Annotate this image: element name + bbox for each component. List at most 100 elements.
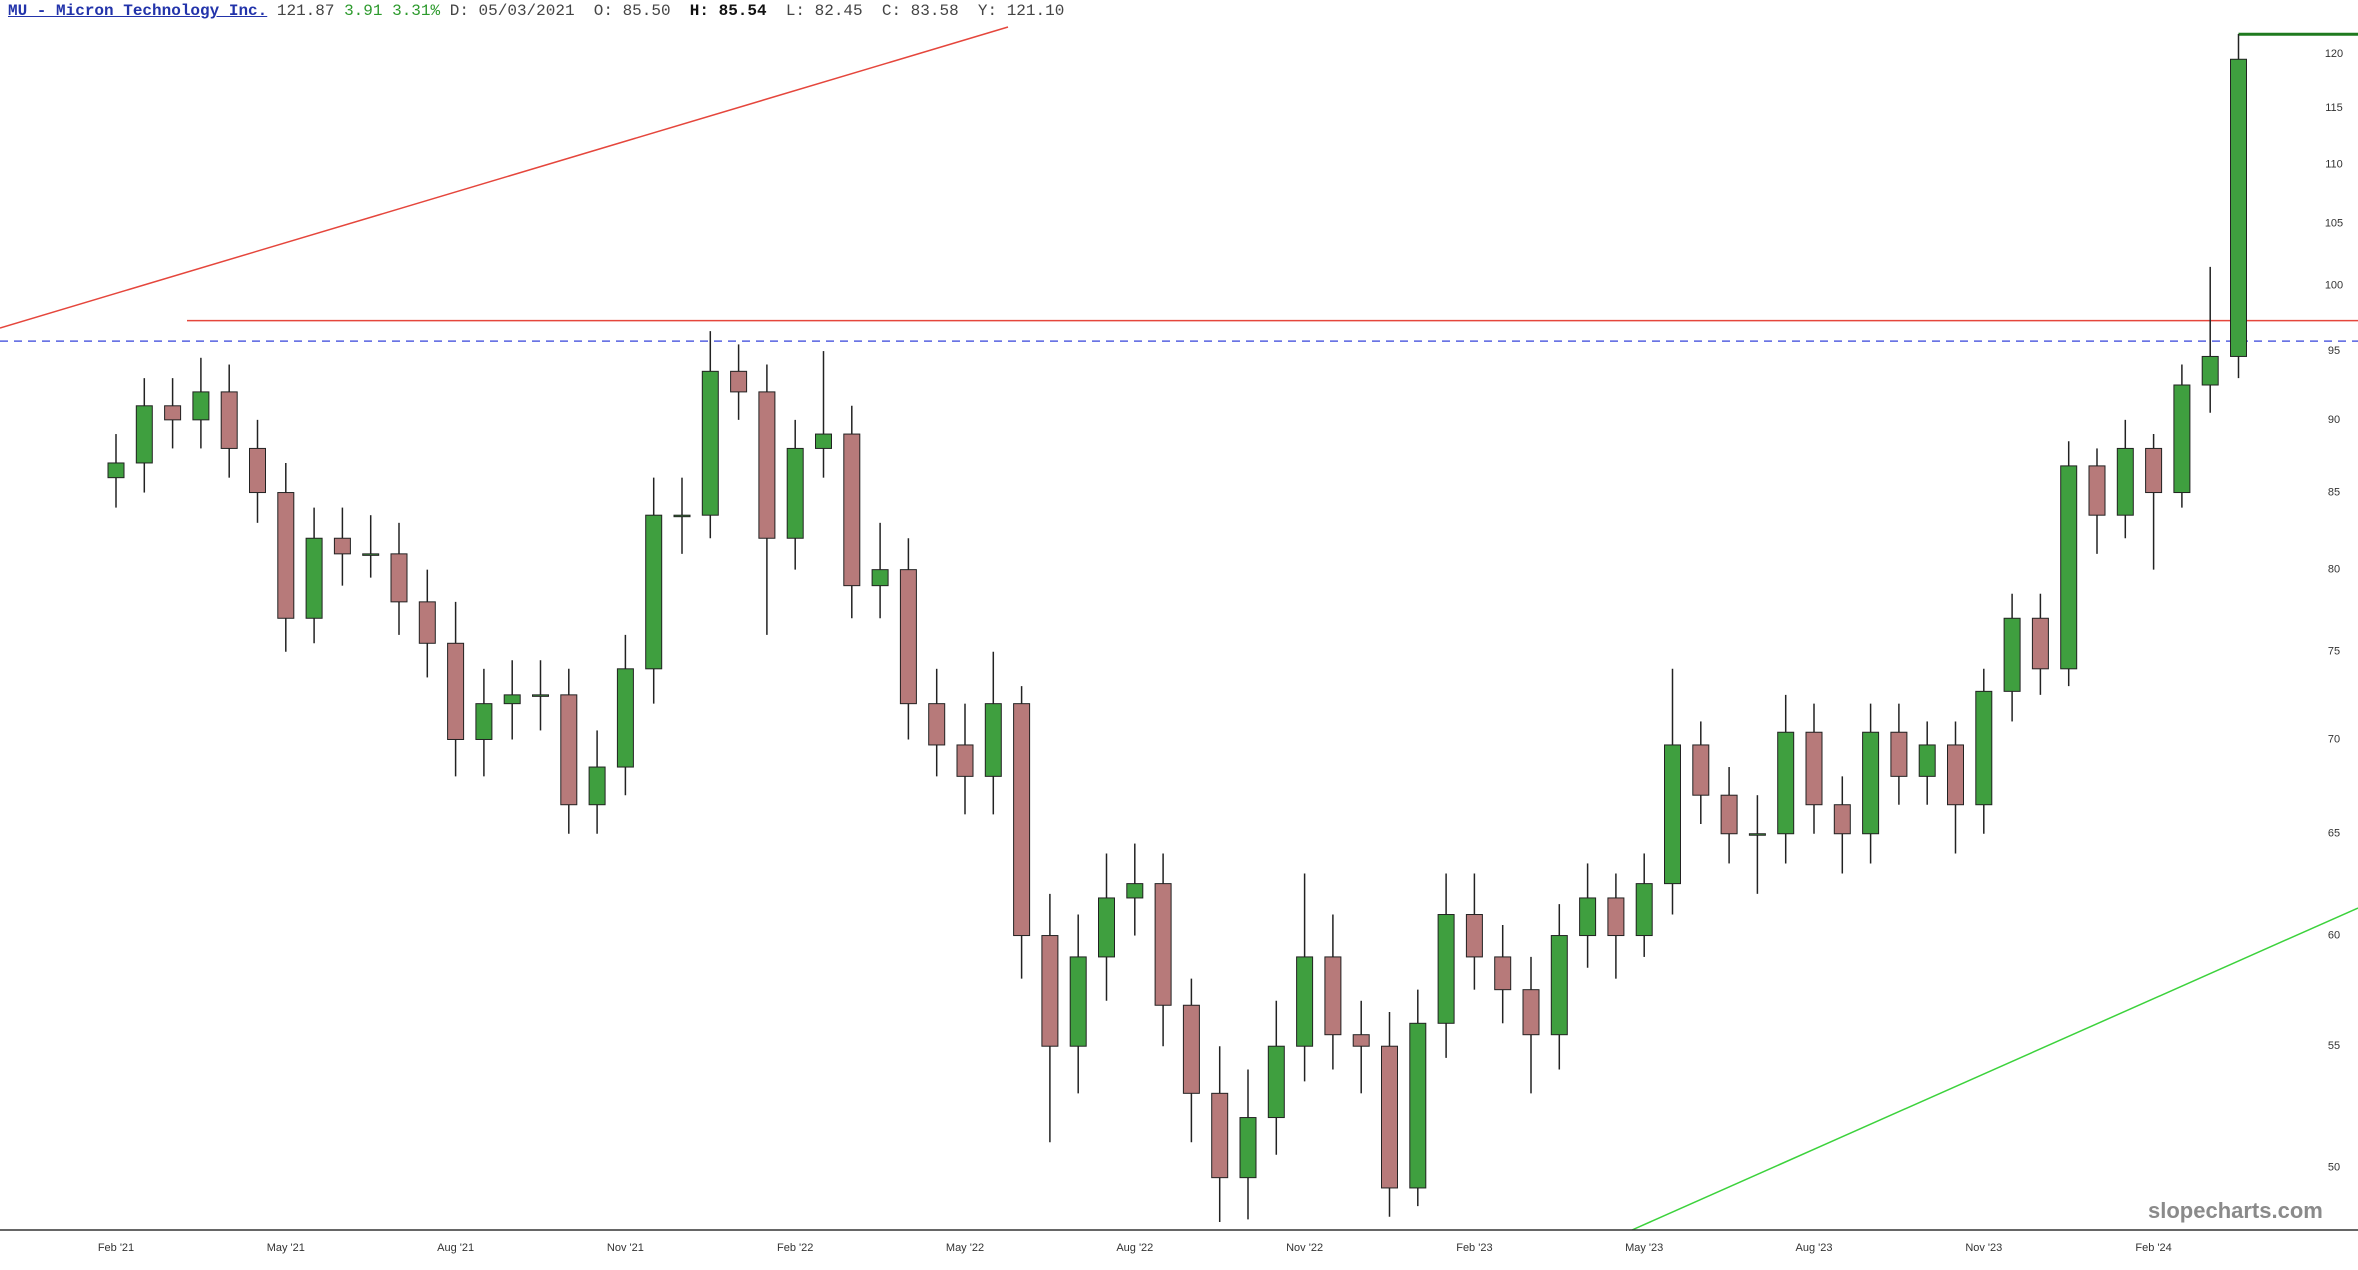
candle-body xyxy=(503,694,521,705)
quote-label: O: xyxy=(593,2,613,20)
candle-body xyxy=(532,694,549,697)
candle-body xyxy=(277,492,295,619)
x-tick-label: Feb '23 xyxy=(1456,1242,1492,1254)
candle-body xyxy=(1607,897,1625,937)
candle-body xyxy=(1126,883,1144,899)
candle-body xyxy=(2173,384,2191,494)
candle-body xyxy=(1890,731,1908,777)
y-tick-label: 105 xyxy=(2325,218,2343,230)
symbol-link[interactable]: MU - Micron Technology Inc. xyxy=(8,2,268,20)
quote-value: 121.10 xyxy=(1006,2,1065,20)
candle-body xyxy=(1550,935,1568,1036)
trend-line xyxy=(0,26,1009,329)
candle-body xyxy=(758,391,776,539)
x-tick-label: Feb '21 xyxy=(98,1242,134,1254)
x-tick-label: May '23 xyxy=(1625,1242,1663,1254)
candle-body xyxy=(1975,690,1993,806)
x-tick-label: Nov '21 xyxy=(607,1242,644,1254)
change: 3.91 xyxy=(344,2,383,20)
x-tick-label: Nov '23 xyxy=(1965,1242,2002,1254)
candle-body xyxy=(1833,804,1851,835)
candle-body xyxy=(1522,989,1540,1036)
candle-body xyxy=(1692,744,1710,796)
candle-body xyxy=(305,537,323,619)
candle-body xyxy=(928,703,946,746)
x-tick-label: May '22 xyxy=(946,1242,984,1254)
candle-body xyxy=(1748,833,1766,836)
quote-value: 85.50 xyxy=(622,2,671,20)
candle-body xyxy=(588,766,606,806)
candle-body xyxy=(1296,956,1314,1047)
quote-label: H: xyxy=(689,2,709,20)
candle-body xyxy=(475,703,493,740)
candle-body xyxy=(362,553,380,556)
trend-line xyxy=(1631,907,2358,1231)
candle-body xyxy=(1635,883,1653,937)
candle-body xyxy=(815,433,832,449)
candle-body xyxy=(616,668,634,768)
candle-body xyxy=(1437,914,1455,1024)
candle-body xyxy=(1182,1004,1200,1094)
candle-body xyxy=(1211,1092,1229,1179)
y-tick-label: 120 xyxy=(2325,48,2343,60)
candle-body xyxy=(645,514,663,670)
candle-body xyxy=(2230,58,2247,357)
candle-body xyxy=(1409,1022,1427,1189)
candle-body xyxy=(1805,731,1823,806)
candle-body xyxy=(2031,617,2049,670)
candle-body xyxy=(249,447,266,494)
candle-body xyxy=(673,514,691,518)
quote-fields: D: 05/03/2021 O: 85.50 H: 85.54 L: 82.45… xyxy=(450,2,1084,20)
last-price: 121.87 xyxy=(276,2,335,20)
change-pct: 3.31% xyxy=(392,2,441,20)
y-tick-label: 110 xyxy=(2325,159,2343,171)
candle-body xyxy=(984,703,1002,777)
candle-body xyxy=(2116,447,2134,516)
x-tick-label: Feb '22 xyxy=(777,1242,813,1254)
candle-body xyxy=(2060,465,2078,670)
candle-body xyxy=(1664,744,1681,885)
y-tick-label: 115 xyxy=(2325,102,2343,114)
candle-body xyxy=(192,391,210,421)
y-tick-label: 55 xyxy=(2328,1040,2340,1052)
candle-body xyxy=(1381,1045,1398,1189)
candle-body xyxy=(418,601,436,644)
candle-body xyxy=(1013,703,1031,937)
candle-body xyxy=(1267,1045,1285,1119)
candle-body xyxy=(1862,731,1880,835)
candle-body xyxy=(1069,956,1087,1047)
quote-label: D: xyxy=(449,2,469,20)
y-tick-label: 100 xyxy=(2325,280,2343,292)
x-tick-label: Feb '24 xyxy=(2135,1242,2171,1254)
candle-body xyxy=(730,370,748,393)
y-tick-label: 70 xyxy=(2328,733,2340,745)
candle-body xyxy=(2088,465,2106,516)
candle-body xyxy=(1041,935,1059,1047)
quote-label: Y: xyxy=(977,2,998,20)
y-tick-label: 75 xyxy=(2328,646,2340,658)
quote-value: 82.45 xyxy=(814,2,863,20)
candle-body xyxy=(1239,1117,1257,1179)
candle-body xyxy=(2003,617,2021,692)
y-tick-label: 50 xyxy=(2328,1161,2340,1173)
quote-value: 05/03/2021 xyxy=(478,2,575,20)
y-tick-label: 85 xyxy=(2328,486,2340,498)
watermark: slopecharts.com xyxy=(2148,1198,2323,1223)
y-tick-label: 80 xyxy=(2328,564,2340,576)
x-tick-label: Aug '22 xyxy=(1116,1242,1153,1254)
candle-body xyxy=(956,744,974,777)
y-tick-label: 95 xyxy=(2328,345,2340,357)
candle-body xyxy=(1352,1034,1370,1047)
y-tick-label: 65 xyxy=(2328,828,2340,840)
candle-body xyxy=(701,370,719,516)
candle-body xyxy=(786,447,804,539)
candle-body xyxy=(447,642,465,740)
candle-body xyxy=(220,391,238,449)
candle-body xyxy=(1947,744,1964,806)
candle-body xyxy=(899,569,917,705)
y-tick-label: 90 xyxy=(2328,414,2340,426)
candle-body xyxy=(1098,897,1115,958)
candle-body xyxy=(1579,897,1597,937)
